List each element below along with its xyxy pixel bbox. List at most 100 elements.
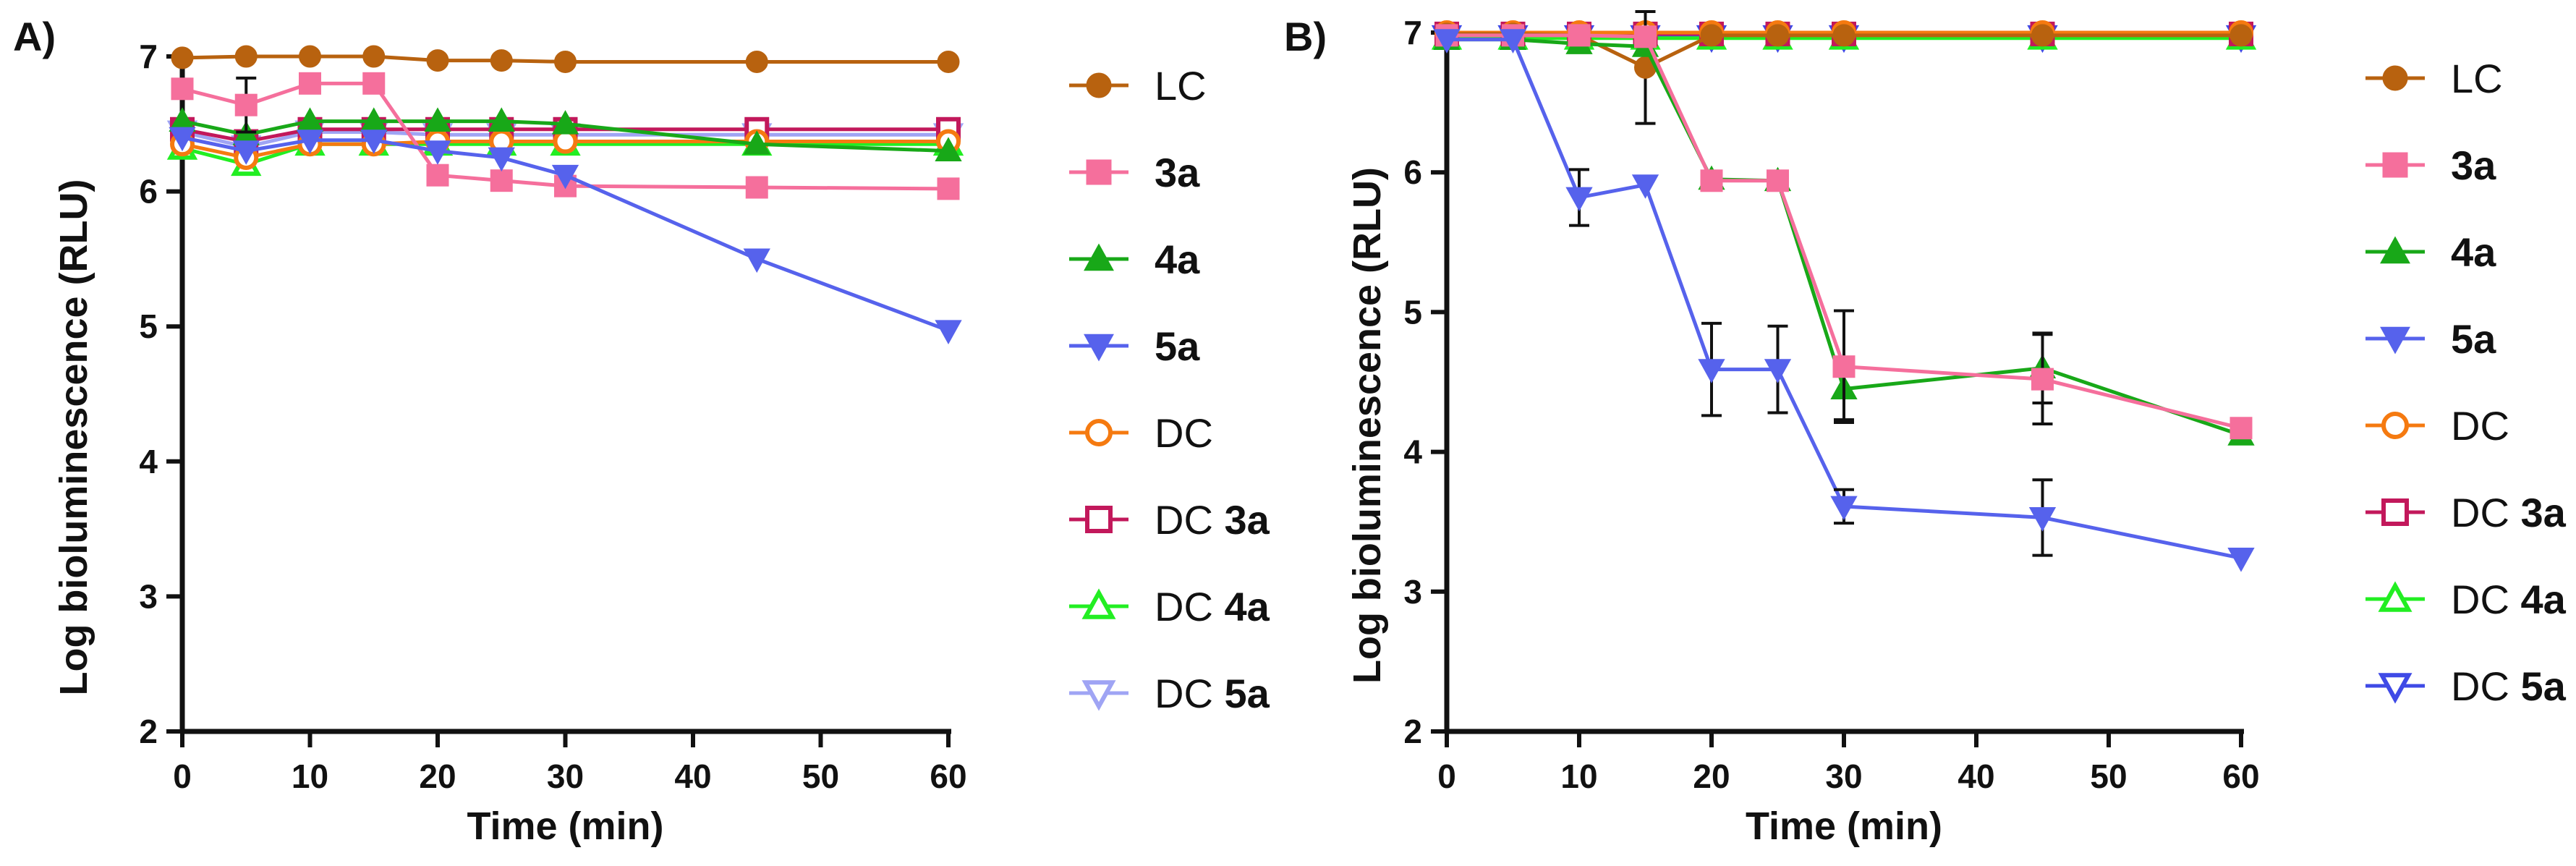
legend-label-prefix: DC — [1155, 584, 1224, 629]
data-point — [426, 164, 449, 187]
x-tick-label: 30 — [1825, 757, 1862, 795]
legend-label-compound: 3a — [1155, 150, 1200, 195]
legend-marker — [2382, 65, 2408, 91]
legend-item-4a: 4a — [1069, 237, 1200, 282]
legend-label: 5a — [1155, 323, 1200, 369]
series-3a — [171, 72, 960, 200]
y-tick-label: 7 — [139, 38, 158, 75]
legend-label-prefix: LC — [1155, 63, 1207, 109]
legend-label: DC 3a — [1155, 497, 1270, 543]
data-point — [1433, 29, 1461, 54]
series-5a — [1433, 29, 2255, 572]
x-axis-title: Time (min) — [1746, 805, 1942, 848]
data-point — [1698, 359, 1725, 383]
legend-label-prefix: DC — [2451, 490, 2520, 535]
data-point — [553, 129, 578, 154]
legend-marker — [2382, 152, 2408, 178]
data-point — [424, 140, 451, 165]
data-point — [2227, 548, 2255, 572]
legend-label-compound: 5a — [1224, 671, 1270, 716]
data-point — [937, 177, 960, 200]
legend-item-5a: 5a — [2365, 316, 2496, 362]
y-tick-label: 6 — [1403, 153, 1422, 191]
legend-marker — [1081, 588, 1116, 619]
legend-marker — [1085, 506, 1113, 533]
data-point — [490, 169, 513, 192]
series-line — [1447, 38, 2242, 560]
data-point — [554, 50, 577, 73]
legend-label-compound: 4a — [1155, 237, 1200, 282]
legend-label-prefix: DC — [1155, 671, 1224, 716]
x-tick-label: 60 — [2222, 757, 2259, 795]
legend-item-lc: LC — [2365, 56, 2503, 101]
data-point — [488, 147, 515, 172]
legend-label: DC 3a — [2451, 490, 2567, 535]
data-point — [1631, 174, 1659, 199]
data-point — [937, 50, 960, 73]
x-tick-label: 50 — [2090, 757, 2127, 795]
legend-label-prefix: DC — [2451, 663, 2520, 709]
legend-label: 4a — [2451, 229, 2496, 275]
legend-item-dc: DC — [1069, 410, 1213, 456]
data-point — [296, 130, 324, 154]
x-tick-label: 0 — [1437, 757, 1456, 795]
legend-label: DC 4a — [1155, 584, 1270, 629]
data-point — [232, 140, 260, 165]
x-tick-label: 50 — [802, 757, 839, 795]
legend-marker — [2380, 236, 2410, 264]
y-tick-label: 7 — [1403, 14, 1422, 51]
data-point — [551, 110, 579, 135]
data-point — [745, 176, 768, 199]
legend-marker — [1081, 680, 1116, 711]
y-tick-label: 2 — [139, 713, 158, 750]
y-tick-label: 6 — [139, 173, 158, 211]
legend-label-compound: 4a — [1224, 584, 1270, 629]
legend-label-compound: 5a — [2520, 663, 2566, 709]
data-point — [745, 50, 768, 73]
legend-item-dc3a: DC 3a — [2365, 490, 2567, 535]
panel-label: A) — [13, 14, 56, 59]
data-point — [1832, 24, 1856, 47]
y-tick-label: 5 — [139, 307, 158, 345]
series-5a — [169, 127, 962, 344]
legend-label-prefix: DC — [2451, 577, 2520, 622]
panel-b-chart: B) 2 3 4 5 6 7 0 10 20 30 40 50 60 Time (min) Log biolu… — [1284, 10, 2260, 848]
legend-marker — [1086, 159, 1112, 185]
legend-label: 3a — [1155, 150, 1200, 195]
data-point — [171, 77, 194, 101]
data-point — [935, 137, 962, 161]
legend-label: DC — [1155, 410, 1213, 456]
data-point — [2031, 24, 2054, 47]
legend-item-dc4a: DC 4a — [1069, 584, 1270, 629]
legend-marker — [1084, 243, 1114, 271]
legend-item-3a: 3a — [2365, 143, 2496, 188]
data-point — [1565, 187, 1593, 212]
data-point — [1568, 24, 1591, 47]
legend-item-dc: DC — [2365, 403, 2509, 449]
legend-marker — [2381, 412, 2409, 439]
panel-a-chart: A) 2 3 4 5 6 7 0 10 20 30 40 50 60 Time (min) Log biolu… — [13, 14, 967, 848]
data-point — [743, 248, 770, 273]
data-point — [362, 45, 386, 68]
data-point — [743, 130, 770, 155]
data-point — [299, 72, 321, 95]
series-4a — [169, 107, 962, 161]
data-point — [490, 49, 513, 72]
x-tick-label: 40 — [674, 757, 711, 795]
y-tick-label: 2 — [1403, 713, 1422, 750]
panel-label: B) — [1284, 14, 1327, 59]
legend-label-prefix: DC — [1155, 410, 1213, 456]
legend-item-dc5a: DC 5a — [1069, 671, 1270, 716]
data-point — [1830, 496, 1858, 521]
data-point — [551, 164, 579, 190]
data-point — [426, 49, 449, 72]
data-point — [362, 72, 386, 95]
legend-label: DC 4a — [2451, 577, 2567, 622]
legend-label-compound: 3a — [1224, 497, 1270, 543]
legend-label: 3a — [2451, 143, 2496, 188]
legend-marker — [2378, 581, 2413, 612]
legend-label-prefix: DC — [2451, 403, 2509, 449]
legend-marker — [2378, 673, 2413, 704]
